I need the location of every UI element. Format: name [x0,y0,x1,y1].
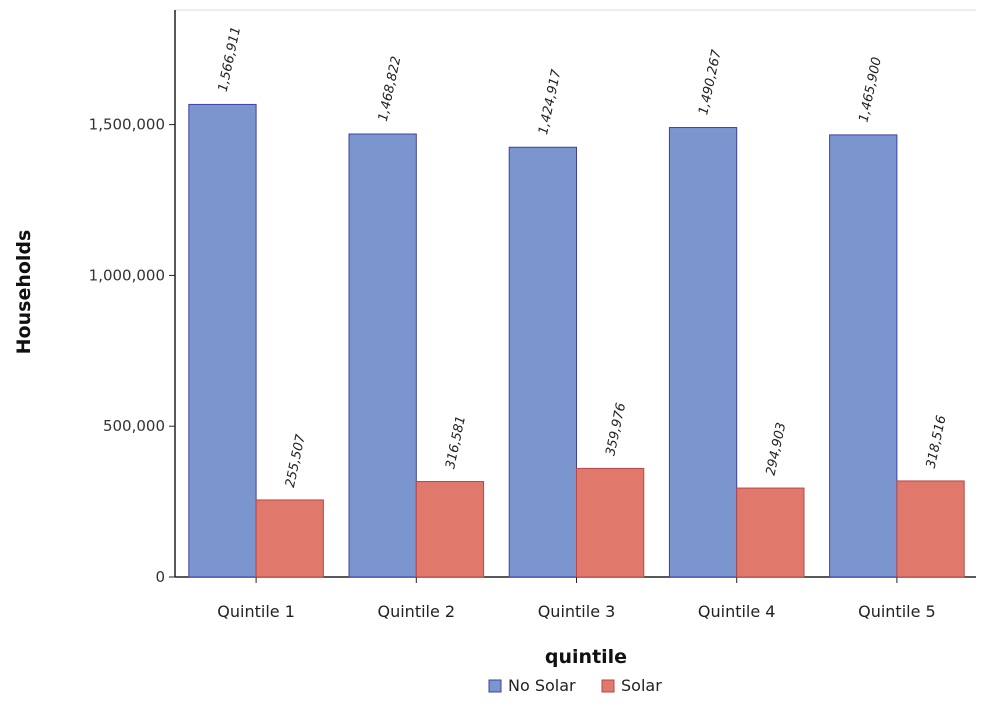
y-tick-label: 500,000 [103,417,165,435]
bar-solar [736,487,805,578]
bar-no-solar [188,103,257,578]
bar-value-label: 1,424,917 [536,68,565,137]
bar-value-label: 318,516 [924,414,950,470]
bar-no-solar [348,133,417,578]
legend-swatch-solar [601,679,615,693]
bar-solar [576,467,645,578]
bar-value-label: 1,465,900 [856,56,884,124]
bars [188,103,965,578]
x-tick-label: Quintile 1 [217,602,295,621]
bar-value-label: 359,976 [603,402,629,458]
legend-swatch-no-solar [488,679,502,693]
y-tick-label: 1,000,000 [89,266,165,284]
x-axis: Quintile 1 Quintile 2 Quintile 3 Quintile 4… [175,576,976,621]
bar-no-solar [508,146,577,578]
y-axis-title: Households [13,230,35,355]
bar-value-label: 1,490,267 [696,48,725,117]
bar-solar [415,481,485,578]
bar-value-label: 316,581 [443,415,469,471]
bar-value-label: 1,468,822 [376,55,404,123]
legend-label: Solar [621,676,662,695]
bar-value-label: 294,903 [764,421,790,477]
bar-no-solar [668,127,738,578]
bar-value-label: 255,507 [283,432,309,488]
y-tick-label: 0 [155,568,165,586]
x-tick-label: Quintile 5 [858,602,936,621]
legend-label: No Solar [508,676,576,695]
x-tick-label: Quintile 3 [538,602,616,621]
x-tick-label: Quintile 4 [698,602,776,621]
legend: No Solar Solar [488,676,662,695]
bar-no-solar [829,134,898,578]
bar-solar [255,499,324,578]
bar-solar [896,480,965,578]
x-tick-label: Quintile 2 [378,602,456,621]
x-axis-title: quintile [545,646,627,668]
y-tick-label: 1,500,000 [89,116,165,134]
y-axis: 0 500,000 1,000,000 1,500,000 [89,9,976,586]
bar-value-label: 1,566,911 [216,25,244,93]
